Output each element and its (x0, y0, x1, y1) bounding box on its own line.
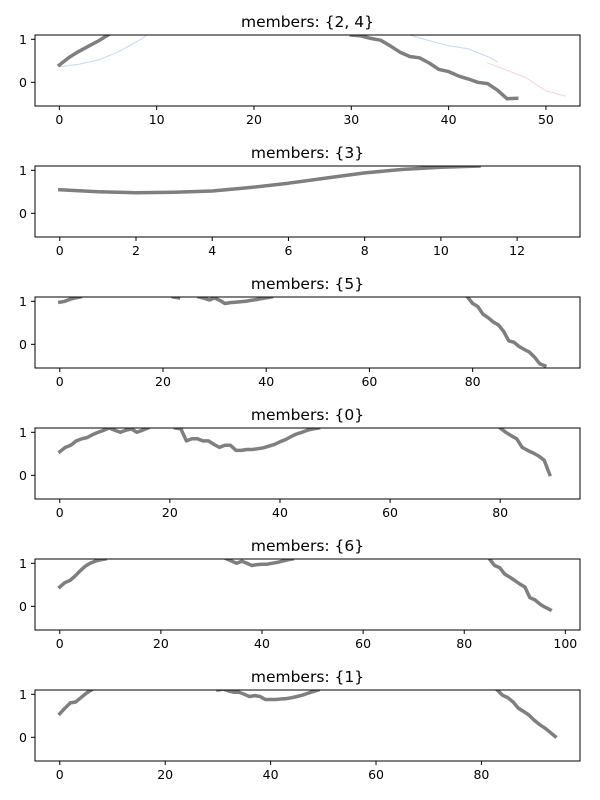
series-line-1 (216, 690, 321, 702)
series-line-1 (224, 559, 295, 568)
axes-frame (34, 34, 581, 107)
subplot-title: members: {0} (251, 406, 364, 424)
y-tick-label: 0 (19, 730, 27, 745)
x-tick-label: 0 (56, 374, 64, 389)
subplot-title: members: {6} (251, 537, 364, 555)
x-tick-label: 0 (56, 636, 64, 651)
x-tick-label: 10 (149, 112, 165, 127)
series-line-1 (173, 428, 321, 453)
y-tick-label: 1 (19, 294, 27, 309)
series-line-0 (57, 297, 83, 305)
series-line-2 (497, 428, 552, 477)
x-tick-label: 60 (355, 636, 371, 651)
series-line-1 (409, 35, 498, 63)
subplot-1: members: {3} 0 2 4 6 8 10 12 0 1 (19, 144, 581, 258)
y-tick-label: 0 (19, 599, 27, 614)
x-tick-label: 50 (538, 112, 554, 127)
x-tick-label: 4 (208, 243, 216, 258)
x-tick-label: 0 (55, 112, 63, 127)
x-tick-label: 40 (258, 374, 274, 389)
x-tick-label: 6 (284, 243, 292, 258)
x-tick-label: 0 (56, 767, 64, 782)
y-tick-label: 0 (19, 468, 27, 483)
x-tick-label: 60 (368, 767, 384, 782)
x-tick-label: 20 (155, 374, 171, 389)
x-tick-label: 40 (441, 112, 457, 127)
axes-frame (34, 427, 581, 500)
subplot-0: members: {2, 4} 0 10 20 30 40 50 0 1 (19, 13, 581, 127)
axes-frame (34, 558, 581, 631)
series-line-0 (57, 690, 94, 717)
x-tick-label: 10 (433, 243, 449, 258)
x-tick-label: 20 (157, 767, 173, 782)
x-tick-label: 40 (263, 767, 279, 782)
series-line-2 (196, 297, 274, 306)
series-line-2 (487, 559, 553, 613)
y-tick-label: 0 (19, 206, 27, 221)
series-line-0 (57, 428, 151, 455)
x-tick-label: 80 (456, 636, 472, 651)
x-tick-label: 100 (553, 636, 577, 651)
x-tick-label: 30 (343, 112, 359, 127)
y-tick-label: 1 (19, 425, 27, 440)
x-tick-label: 80 (465, 374, 481, 389)
subplot-title: members: {3} (251, 144, 364, 162)
axes-frame (34, 165, 581, 238)
y-tick-label: 1 (19, 687, 27, 702)
series-line-4 (349, 35, 519, 101)
axes-frame (34, 689, 581, 762)
x-tick-label: 40 (254, 636, 270, 651)
x-tick-label: 8 (361, 243, 369, 258)
x-tick-label: 0 (56, 243, 64, 258)
series-line-0 (57, 166, 481, 195)
x-tick-label: 20 (162, 505, 178, 520)
series-line-3 (465, 297, 548, 368)
series-line-2 (486, 62, 567, 97)
x-tick-label: 60 (382, 505, 398, 520)
axes-frame (34, 296, 581, 369)
series-line-0 (58, 35, 148, 68)
x-tick-label: 12 (509, 243, 525, 258)
subplot-title: members: {1} (251, 668, 364, 686)
x-tick-label: 60 (361, 374, 377, 389)
series-line-2 (494, 690, 558, 739)
x-tick-label: 2 (132, 243, 140, 258)
y-tick-label: 1 (19, 32, 27, 47)
x-tick-label: 20 (153, 636, 169, 651)
x-tick-label: 80 (492, 505, 508, 520)
subplot-2: members: {5} 0 20 40 60 80 0 1 (19, 275, 581, 389)
x-tick-label: 0 (56, 505, 64, 520)
x-tick-label: 80 (473, 767, 489, 782)
series-line-3 (56, 35, 111, 68)
subplot-4: members: {6} 0 20 40 60 80 100 0 1 (19, 537, 581, 651)
y-tick-label: 0 (19, 337, 27, 352)
x-tick-label: 20 (246, 112, 262, 127)
x-tick-label: 40 (272, 505, 288, 520)
subplot-5: members: {1} 0 20 40 60 80 0 1 (19, 668, 581, 782)
y-tick-label: 0 (19, 75, 27, 90)
subplot-3: members: {0} 0 20 40 60 80 0 1 (19, 406, 581, 520)
subplot-title: members: {5} (251, 275, 364, 293)
subplot-title: members: {2, 4} (241, 13, 374, 31)
series-line-0 (57, 559, 108, 590)
y-tick-label: 1 (19, 163, 27, 178)
y-tick-label: 1 (19, 556, 27, 571)
